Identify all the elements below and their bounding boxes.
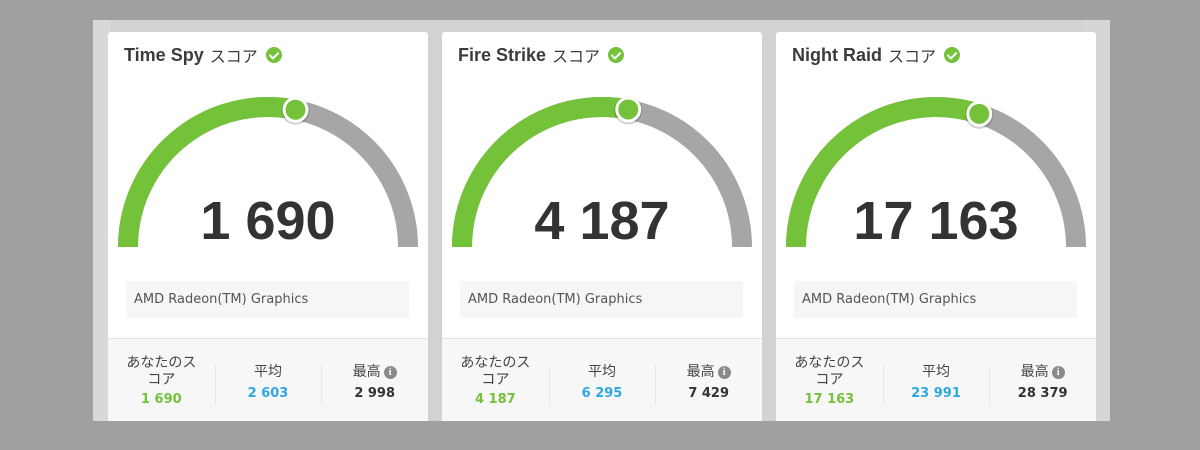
best-label-row: 最高 i: [321, 364, 428, 381]
score-gauge: [452, 96, 752, 248]
your-score-value: 4 187: [474, 392, 516, 407]
card-title: Night Raid スコア: [792, 43, 961, 67]
best-label-row: 最高 i: [989, 364, 1096, 381]
your-score-label: あなたのスコア: [126, 355, 197, 388]
benchmark-name: Fire Strike: [458, 44, 547, 65]
gpu-name: AMD Radeon(TM) Graphics: [126, 281, 409, 318]
best-value: 7 429: [688, 386, 730, 401]
your-score-label: あなたのスコア: [794, 355, 865, 388]
score-value: 17 163: [853, 191, 1019, 251]
score-value: 1 690: [200, 191, 336, 251]
your-score-value: 17 163: [804, 392, 855, 407]
gauge-fill: [118, 97, 298, 248]
info-icon[interactable]: i: [383, 366, 397, 379]
benchmark-name: Night Raid: [792, 44, 882, 65]
results-panel: Time Spy スコア 1 690 AMD Radeon(TM) Graphi…: [93, 20, 1110, 421]
check-circle-icon: [265, 47, 282, 63]
best-label: 最高: [352, 364, 381, 380]
score-card-fire-strike: Fire Strike スコア 4 187 AMD Radeon(TM) Gra…: [442, 32, 762, 421]
average-value: 6 295: [581, 386, 623, 401]
score-card-time-spy: Time Spy スコア 1 690 AMD Radeon(TM) Graphi…: [108, 32, 428, 421]
gpu-name: AMD Radeon(TM) Graphics: [460, 281, 743, 318]
average-stat: 平均 6 295: [548, 339, 656, 421]
info-icon[interactable]: i: [717, 366, 731, 379]
your-score-value: 1 690: [140, 392, 182, 407]
best-stat: 最高 i 2 998: [321, 339, 428, 421]
gauge-marker-dot: [969, 103, 990, 124]
average-label: 平均: [254, 364, 282, 380]
title-suffix: スコア: [888, 47, 937, 66]
best-label-row: 最高 i: [655, 364, 762, 381]
title-suffix: スコア: [209, 47, 258, 66]
score-comparison: あなたのスコア 1 690 平均 2 603 最高 i 2 998: [108, 338, 428, 421]
average-stat: 平均 23 991: [882, 339, 990, 421]
gauge-fill: [786, 97, 983, 248]
gpu-name: AMD Radeon(TM) Graphics: [794, 281, 1077, 318]
your-score-stat: あなたのスコア 4 187: [442, 339, 549, 421]
info-icon[interactable]: i: [1051, 366, 1065, 379]
check-circle-icon: [944, 47, 961, 63]
average-label: 平均: [588, 364, 616, 380]
title-suffix: スコア: [552, 47, 601, 66]
average-value: 2 603: [247, 386, 289, 401]
best-value: 2 998: [354, 386, 396, 401]
average-stat: 平均 2 603: [214, 339, 322, 421]
score-gauge: [786, 97, 1086, 248]
best-stat: 最高 i 7 429: [655, 339, 762, 421]
check-circle-icon: [608, 47, 625, 63]
card-title: Fire Strike スコア: [458, 43, 625, 67]
best-stat: 最高 i 28 379: [989, 339, 1096, 421]
your-score-stat: あなたのスコア 1 690: [108, 339, 215, 421]
your-score-stat: あなたのスコア 17 163: [776, 339, 883, 421]
background-shape: [93, 20, 111, 421]
card-title: Time Spy スコア: [124, 43, 282, 67]
score-gauge: [118, 96, 418, 248]
gauge-fill: [452, 97, 631, 248]
your-score-label: あなたのスコア: [460, 355, 531, 388]
benchmark-name: Time Spy: [124, 44, 204, 65]
score-comparison: あなたのスコア 4 187 平均 6 295 最高 i 7 429: [442, 338, 762, 421]
best-label: 最高: [686, 364, 715, 380]
gauge-marker-dot: [285, 99, 306, 120]
best-label: 最高: [1020, 364, 1049, 380]
gauge-marker-dot: [618, 99, 639, 120]
score-comparison: あなたのスコア 17 163 平均 23 991 最高 i 28 379: [776, 338, 1096, 421]
average-value: 23 991: [911, 386, 961, 401]
score-card-night-raid: Night Raid スコア 17 163 AMD Radeon(TM) Gra…: [776, 32, 1096, 421]
score-value: 4 187: [534, 191, 670, 251]
average-label: 平均: [922, 364, 950, 380]
best-value: 28 379: [1017, 386, 1068, 401]
